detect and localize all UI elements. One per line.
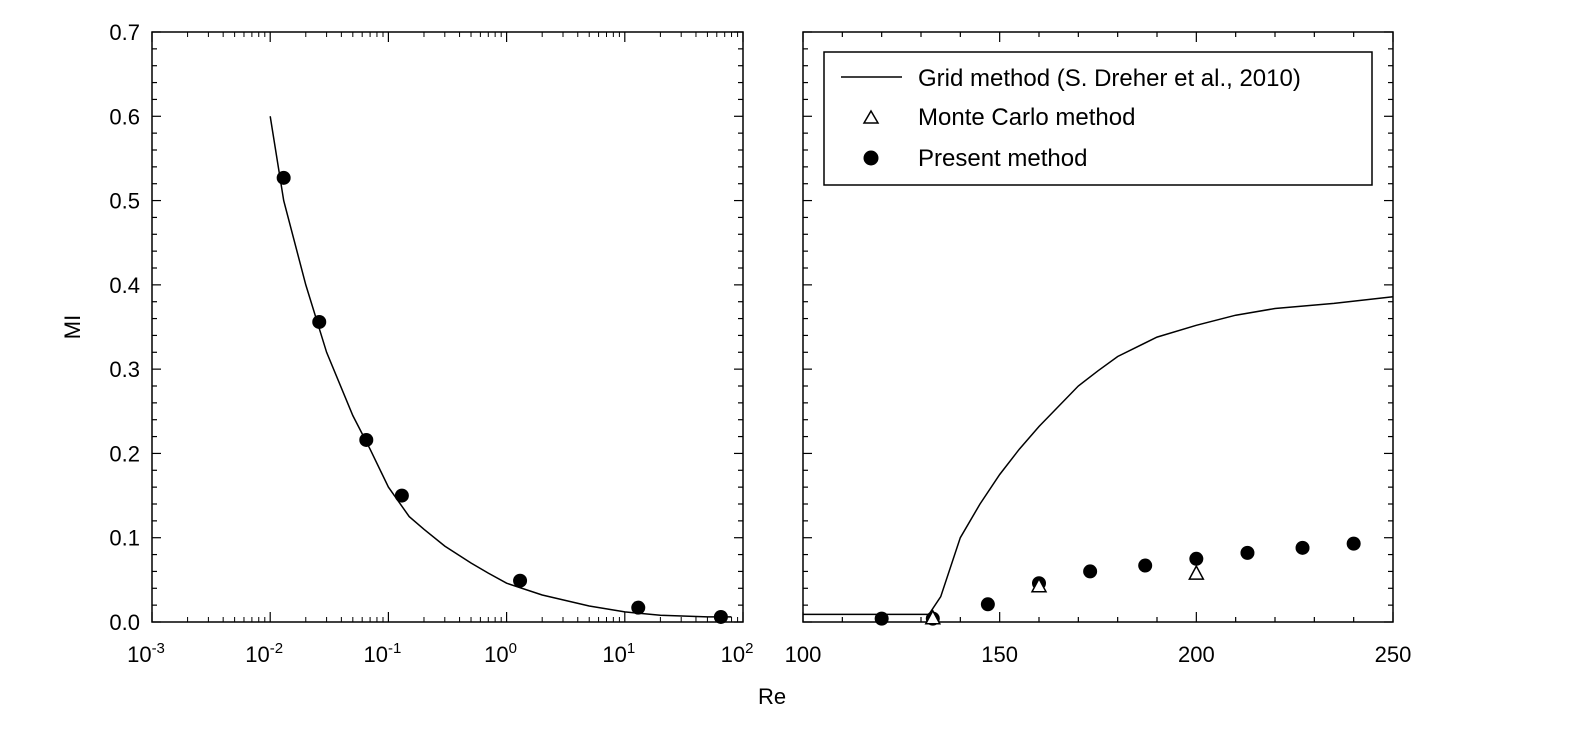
legend-entry-grid-method: Grid method (S. Dreher et al., 2010) bbox=[918, 65, 1301, 92]
right-plot-frame bbox=[802, 31, 1394, 623]
x-tick-label: 101 bbox=[602, 640, 635, 667]
x-tick-label: 10-2 bbox=[245, 640, 283, 667]
x-tick-label: 100 bbox=[785, 642, 822, 667]
x-tick-label: 10-3 bbox=[127, 640, 165, 667]
x-tick-label: 200 bbox=[1178, 642, 1215, 667]
y-tick-label: 0.2 bbox=[109, 441, 140, 466]
present-method-point bbox=[631, 600, 646, 615]
present-method-point bbox=[394, 488, 409, 503]
present-method-point bbox=[276, 170, 291, 185]
present-method-point bbox=[312, 314, 327, 329]
legend-box bbox=[823, 51, 1373, 186]
left-plot-frame bbox=[151, 31, 744, 623]
left-series bbox=[269, 116, 732, 624]
legend-entry-present-method: Present method bbox=[918, 145, 1087, 172]
present-method-point bbox=[1295, 540, 1310, 555]
y-tick-label: 0.4 bbox=[109, 273, 140, 298]
present-method-point bbox=[1138, 558, 1153, 573]
y-tick-label: 0.5 bbox=[109, 189, 140, 214]
present-method-point bbox=[1346, 536, 1361, 551]
legend-entry-monte-carlo: Monte Carlo method bbox=[918, 104, 1135, 131]
x-tick-label: 10-1 bbox=[363, 640, 401, 667]
legend-circle-marker bbox=[863, 150, 879, 166]
y-tick-label: 0.7 bbox=[109, 20, 140, 45]
y-axis-title: MI bbox=[60, 315, 85, 339]
y-tick-label: 0.3 bbox=[109, 357, 140, 382]
present-method-point bbox=[1083, 564, 1098, 579]
right-y-ticks bbox=[803, 31, 1393, 623]
present-method-point bbox=[513, 573, 528, 588]
left-y-ticks: 0.0 0.1 0.2 0.3 0.4 0.5 0.6 0.7 bbox=[109, 20, 743, 635]
grid-method-line bbox=[803, 295, 1394, 616]
monte-carlo-point bbox=[1030, 577, 1048, 593]
grid-method-line bbox=[269, 116, 732, 618]
present-method-point bbox=[1240, 545, 1255, 560]
right-panel: 100 150 200 250 Grid method (S. Dreher et a… bbox=[785, 31, 1412, 667]
x-axis-title: Re bbox=[758, 684, 786, 709]
legend-triangle-marker bbox=[862, 109, 880, 124]
present-method-point bbox=[874, 611, 889, 626]
monte-carlo-point bbox=[1188, 564, 1205, 580]
x-tick-label: 102 bbox=[721, 640, 754, 667]
present-method-point bbox=[1189, 551, 1204, 566]
legend: Grid method (S. Dreher et al., 2010) Mon… bbox=[823, 51, 1373, 186]
x-tick-label: 100 bbox=[484, 640, 517, 667]
left-x-ticks: 10-3 10-2 10-1 100 101 102 bbox=[127, 32, 753, 667]
x-tick-label: 150 bbox=[981, 642, 1018, 667]
right-x-ticks: 100 150 200 250 bbox=[785, 32, 1412, 667]
y-tick-label: 0.6 bbox=[109, 104, 140, 129]
x-tick-label: 250 bbox=[1375, 642, 1412, 667]
y-tick-label: 0.1 bbox=[109, 526, 140, 551]
present-method-point bbox=[980, 597, 995, 612]
monte-carlo-point bbox=[924, 609, 942, 625]
y-tick-label: 0.0 bbox=[109, 610, 140, 635]
left-panel: 0.0 0.1 0.2 0.3 0.4 0.5 0.6 0.7 10-3 10-2 10-1 100… bbox=[60, 20, 753, 667]
present-method-point bbox=[359, 432, 374, 447]
present-method-point bbox=[713, 609, 728, 624]
right-series bbox=[803, 295, 1394, 626]
